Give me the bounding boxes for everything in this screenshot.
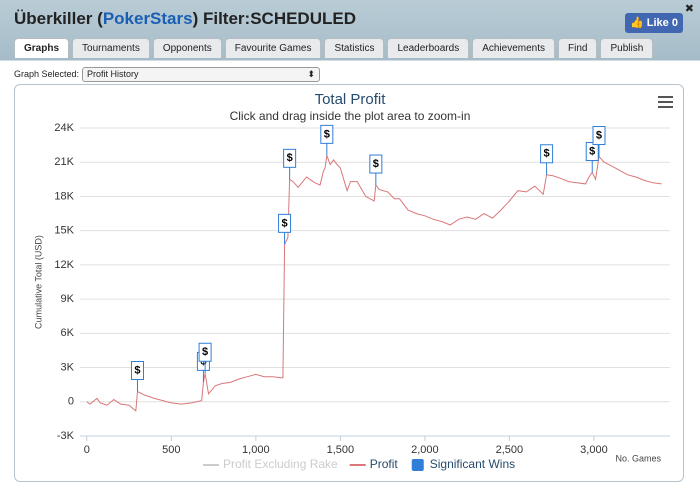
- chart-title: Total Profit: [315, 91, 387, 108]
- graph-select: Graph Selected: Profit History ⬍: [14, 67, 321, 82]
- legend-item[interactable]: Profit: [349, 457, 399, 471]
- chart: Total Profit Click and drag inside the p…: [33, 91, 673, 471]
- tab[interactable]: Statistics: [324, 38, 385, 58]
- flag-label: $: [287, 152, 293, 164]
- y-tick-label: 18K: [54, 190, 74, 202]
- select-box[interactable]: Profit History ⬍: [82, 67, 321, 82]
- flag: $: [585, 141, 599, 173]
- y-tick-label: 15K: [54, 225, 74, 237]
- x-axis-label: No. Games: [615, 453, 661, 463]
- flag-box: [592, 126, 606, 146]
- y-tick-label: 0: [68, 396, 74, 408]
- x-tick-label: 2,500: [496, 444, 524, 456]
- player: Überkiller (: [14, 9, 103, 28]
- flag-label: $: [202, 346, 208, 358]
- flag-box: [320, 124, 334, 144]
- y-tick-label: 3K: [61, 361, 75, 373]
- flag-label: $: [324, 128, 330, 140]
- chart-panel: Total Profit Click and drag inside the p…: [14, 84, 684, 482]
- flag-label: $: [544, 148, 550, 160]
- select-value: Profit History: [87, 69, 139, 79]
- tab[interactable]: Tournaments: [72, 38, 150, 58]
- flag: $: [198, 342, 212, 374]
- site-link[interactable]: PokerStars: [102, 9, 193, 28]
- close-button[interactable]: ✖: [684, 3, 694, 15]
- x-tick-label: 3,000: [580, 444, 608, 456]
- profit-line: [86, 155, 662, 412]
- flag-label: $: [596, 129, 602, 141]
- flag-box: [198, 342, 212, 362]
- select-label: Graph Selected:: [14, 69, 80, 79]
- flag-box: [278, 213, 292, 233]
- flag: $: [278, 213, 292, 245]
- x-tick-label: 0: [84, 444, 90, 456]
- y-tick-label: 12K: [54, 259, 74, 271]
- legend-label: Profit: [370, 457, 399, 471]
- flag: $: [283, 148, 297, 180]
- like-button[interactable]: 👍 Like 0: [625, 13, 683, 33]
- legend-swatch: [411, 459, 424, 471]
- x-tick-label: 500: [162, 444, 180, 456]
- flag-label: $: [134, 364, 140, 376]
- tab[interactable]: Favourite Games: [224, 38, 322, 58]
- x-tick-label: 2,000: [411, 444, 439, 456]
- flag-box: [130, 361, 144, 381]
- x-tick-label: 1,500: [327, 444, 355, 456]
- flag: $: [130, 361, 144, 392]
- flag: $: [540, 144, 554, 175]
- flag-label: $: [373, 158, 379, 170]
- tab[interactable]: Achievements: [472, 38, 556, 58]
- tab[interactable]: Opponents: [152, 38, 222, 58]
- y-tick-label: 24K: [54, 122, 74, 134]
- x-tick-label: 1,000: [242, 444, 270, 456]
- filter: ) Filter:SCHEDULED: [192, 9, 356, 28]
- tab[interactable]: Graphs: [14, 38, 70, 58]
- y-tick-label: -3K: [57, 430, 75, 442]
- flag: $: [592, 126, 606, 157]
- legend-item[interactable]: Significant Wins: [411, 457, 515, 471]
- y-tick-label: 9K: [61, 293, 75, 305]
- y-axis-label: Cumulative Total (USD): [33, 235, 43, 329]
- legend-label: Significant Wins: [430, 457, 515, 471]
- tab[interactable]: Leaderboards: [387, 38, 470, 58]
- flag-box: [540, 144, 554, 164]
- tab-bar: Graphs Tournaments Opponents Favourite Game…: [14, 38, 654, 58]
- flag-label: $: [589, 145, 595, 157]
- tab[interactable]: Find: [558, 38, 598, 58]
- flag-label: $: [281, 217, 287, 229]
- flag: $: [320, 124, 334, 156]
- legend-label: Profit Excluding Rake: [223, 457, 338, 471]
- like-label: Like: [646, 17, 669, 29]
- chart-subtitle: Click and drag inside the plot area to z…: [230, 109, 471, 123]
- like-count: 0: [671, 17, 678, 29]
- window-title: Überkiller (PokerStars) Filter:SCHEDULED: [14, 9, 356, 29]
- flag: $: [369, 154, 383, 186]
- y-tick-label: 21K: [54, 156, 74, 168]
- flag-box: [369, 154, 383, 174]
- flag-box: [585, 141, 599, 161]
- tab[interactable]: Publish: [600, 38, 654, 58]
- menu-button[interactable]: [658, 96, 673, 108]
- legend-item[interactable]: Profit Excluding Rake: [203, 457, 338, 471]
- y-tick-label: 6K: [61, 327, 75, 339]
- flag-box: [283, 148, 297, 168]
